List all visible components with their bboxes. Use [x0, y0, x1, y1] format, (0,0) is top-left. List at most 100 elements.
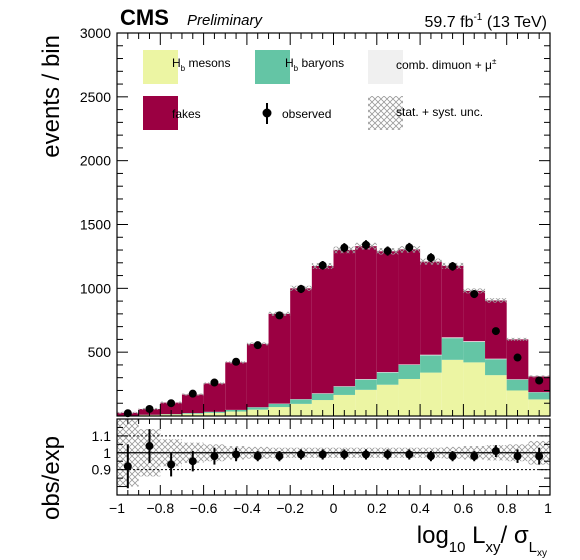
bar-hb-baryons — [268, 403, 291, 408]
ratio-point — [426, 452, 435, 461]
observed-point — [145, 404, 154, 413]
bar-comb — [441, 337, 464, 339]
top-x-ticks — [127, 33, 540, 416]
x-tick-label: 0 — [330, 500, 338, 516]
legend-swatch-comb — [368, 50, 403, 84]
observed-point — [383, 247, 392, 256]
bar-hb-mesons — [355, 389, 377, 416]
bar-hb-baryons — [506, 379, 529, 391]
legend-label-fakes: fakes — [172, 107, 201, 121]
observed-point — [470, 290, 479, 299]
ratio-guide-lines — [117, 435, 550, 471]
bottom-y-tick-label: 1 — [103, 445, 111, 461]
ratio-point — [297, 450, 306, 459]
bar-fakes — [181, 394, 204, 414]
bottom-y-tick-label: 0.9 — [92, 462, 112, 478]
bar-hb-baryons — [398, 364, 421, 379]
uncertainty-hatch — [506, 337, 529, 341]
ratio-point — [513, 452, 522, 461]
x-tick-label: 0.4 — [410, 500, 430, 516]
x-tick-label: −0.6 — [190, 500, 218, 516]
bar-hb-baryons — [246, 407, 269, 410]
legend-swatch-hb-mesons — [143, 50, 178, 84]
observed-point — [188, 389, 197, 398]
observed-point — [405, 243, 414, 252]
stacked-bars — [117, 246, 550, 416]
x-tick-label: −0.8 — [146, 500, 174, 516]
legend-label-hb-mesons: Hb mesons — [172, 56, 230, 73]
observed-point — [340, 243, 349, 252]
x-tick-label: 0.6 — [454, 500, 474, 516]
lumi-label: 59.7 fb-1 (13 TeV) — [425, 12, 547, 31]
bar-fakes — [398, 249, 421, 365]
bar-comb — [398, 364, 421, 365]
ratio-point — [405, 450, 414, 459]
legend-observed-marker — [262, 108, 272, 118]
bar-fakes — [268, 313, 291, 404]
bar-fakes — [311, 265, 334, 394]
ratio-point — [535, 452, 544, 461]
x-tick-label: 0.8 — [497, 500, 517, 516]
top-y-axis: 500 1000 1500 2000 2500 3000 — [80, 25, 550, 404]
bar-comb — [355, 379, 377, 380]
bar-hb-baryons — [441, 338, 464, 360]
legend-swatch-unc — [368, 96, 403, 130]
ratio-point — [383, 450, 392, 459]
observed-point — [361, 240, 370, 249]
observed-point — [318, 261, 327, 270]
legend-label-comb: comb. dimuon + μ± — [396, 57, 497, 72]
preliminary-label: Preliminary — [187, 12, 264, 29]
ratio-point — [275, 452, 284, 461]
legend-swatch-hb-baryons — [255, 50, 290, 84]
bar-hb-baryons — [528, 392, 550, 400]
ratio-point — [253, 452, 262, 461]
bar-hb-baryons — [355, 379, 377, 390]
bar-hb-mesons — [398, 378, 421, 416]
cms-label: CMS — [120, 5, 169, 30]
bar-hb-baryons — [485, 359, 507, 376]
bar-comb — [420, 354, 442, 356]
bar-hb-mesons — [333, 394, 356, 416]
top-y-axis-title: events / bin — [38, 35, 65, 158]
ratio-point — [340, 450, 349, 459]
bar-fakes — [463, 290, 486, 342]
observed-point — [426, 253, 435, 262]
bar-fakes — [246, 343, 269, 408]
bottom-y-axis: 0.911.1 — [92, 418, 550, 488]
bar-hb-baryons — [463, 341, 486, 363]
bar-fakes — [203, 383, 226, 412]
x-tick-label: 0.2 — [367, 500, 387, 516]
bottom-y-tick-label: 1.1 — [92, 428, 112, 444]
ratio-point — [491, 447, 500, 456]
ratio-point — [167, 460, 176, 469]
top-y-tick-label: 2000 — [80, 153, 111, 169]
ratio-point — [318, 450, 327, 459]
ratio-point — [361, 450, 370, 459]
bar-hb-mesons — [376, 384, 399, 416]
ratio-points — [123, 429, 544, 489]
ratio-point — [188, 457, 197, 466]
observed-point — [535, 376, 544, 385]
observed-point — [448, 262, 457, 271]
bar-fakes — [160, 402, 182, 415]
legend-label-observed: observed — [282, 107, 331, 121]
bar-hb-mesons — [311, 400, 334, 416]
observed-point — [210, 378, 219, 387]
ratio-point — [232, 450, 241, 459]
uncertainty-hatch — [485, 298, 507, 303]
bar-fakes — [441, 265, 464, 338]
x-tick-label: −0.2 — [276, 500, 304, 516]
x-tick-label: 1 — [544, 500, 552, 516]
observed-point — [297, 284, 306, 293]
bar-hb-baryons — [376, 372, 399, 385]
bottom-y-axis-title: obs/exp — [38, 436, 65, 520]
bar-fakes — [420, 261, 442, 355]
observed-point — [253, 341, 262, 350]
bar-comb — [463, 341, 486, 342]
bar-hb-baryons — [333, 386, 356, 395]
ratio-point — [145, 442, 154, 451]
bar-fakes — [290, 288, 312, 400]
bar-hb-baryons — [290, 399, 312, 404]
ratio-point — [123, 462, 132, 471]
